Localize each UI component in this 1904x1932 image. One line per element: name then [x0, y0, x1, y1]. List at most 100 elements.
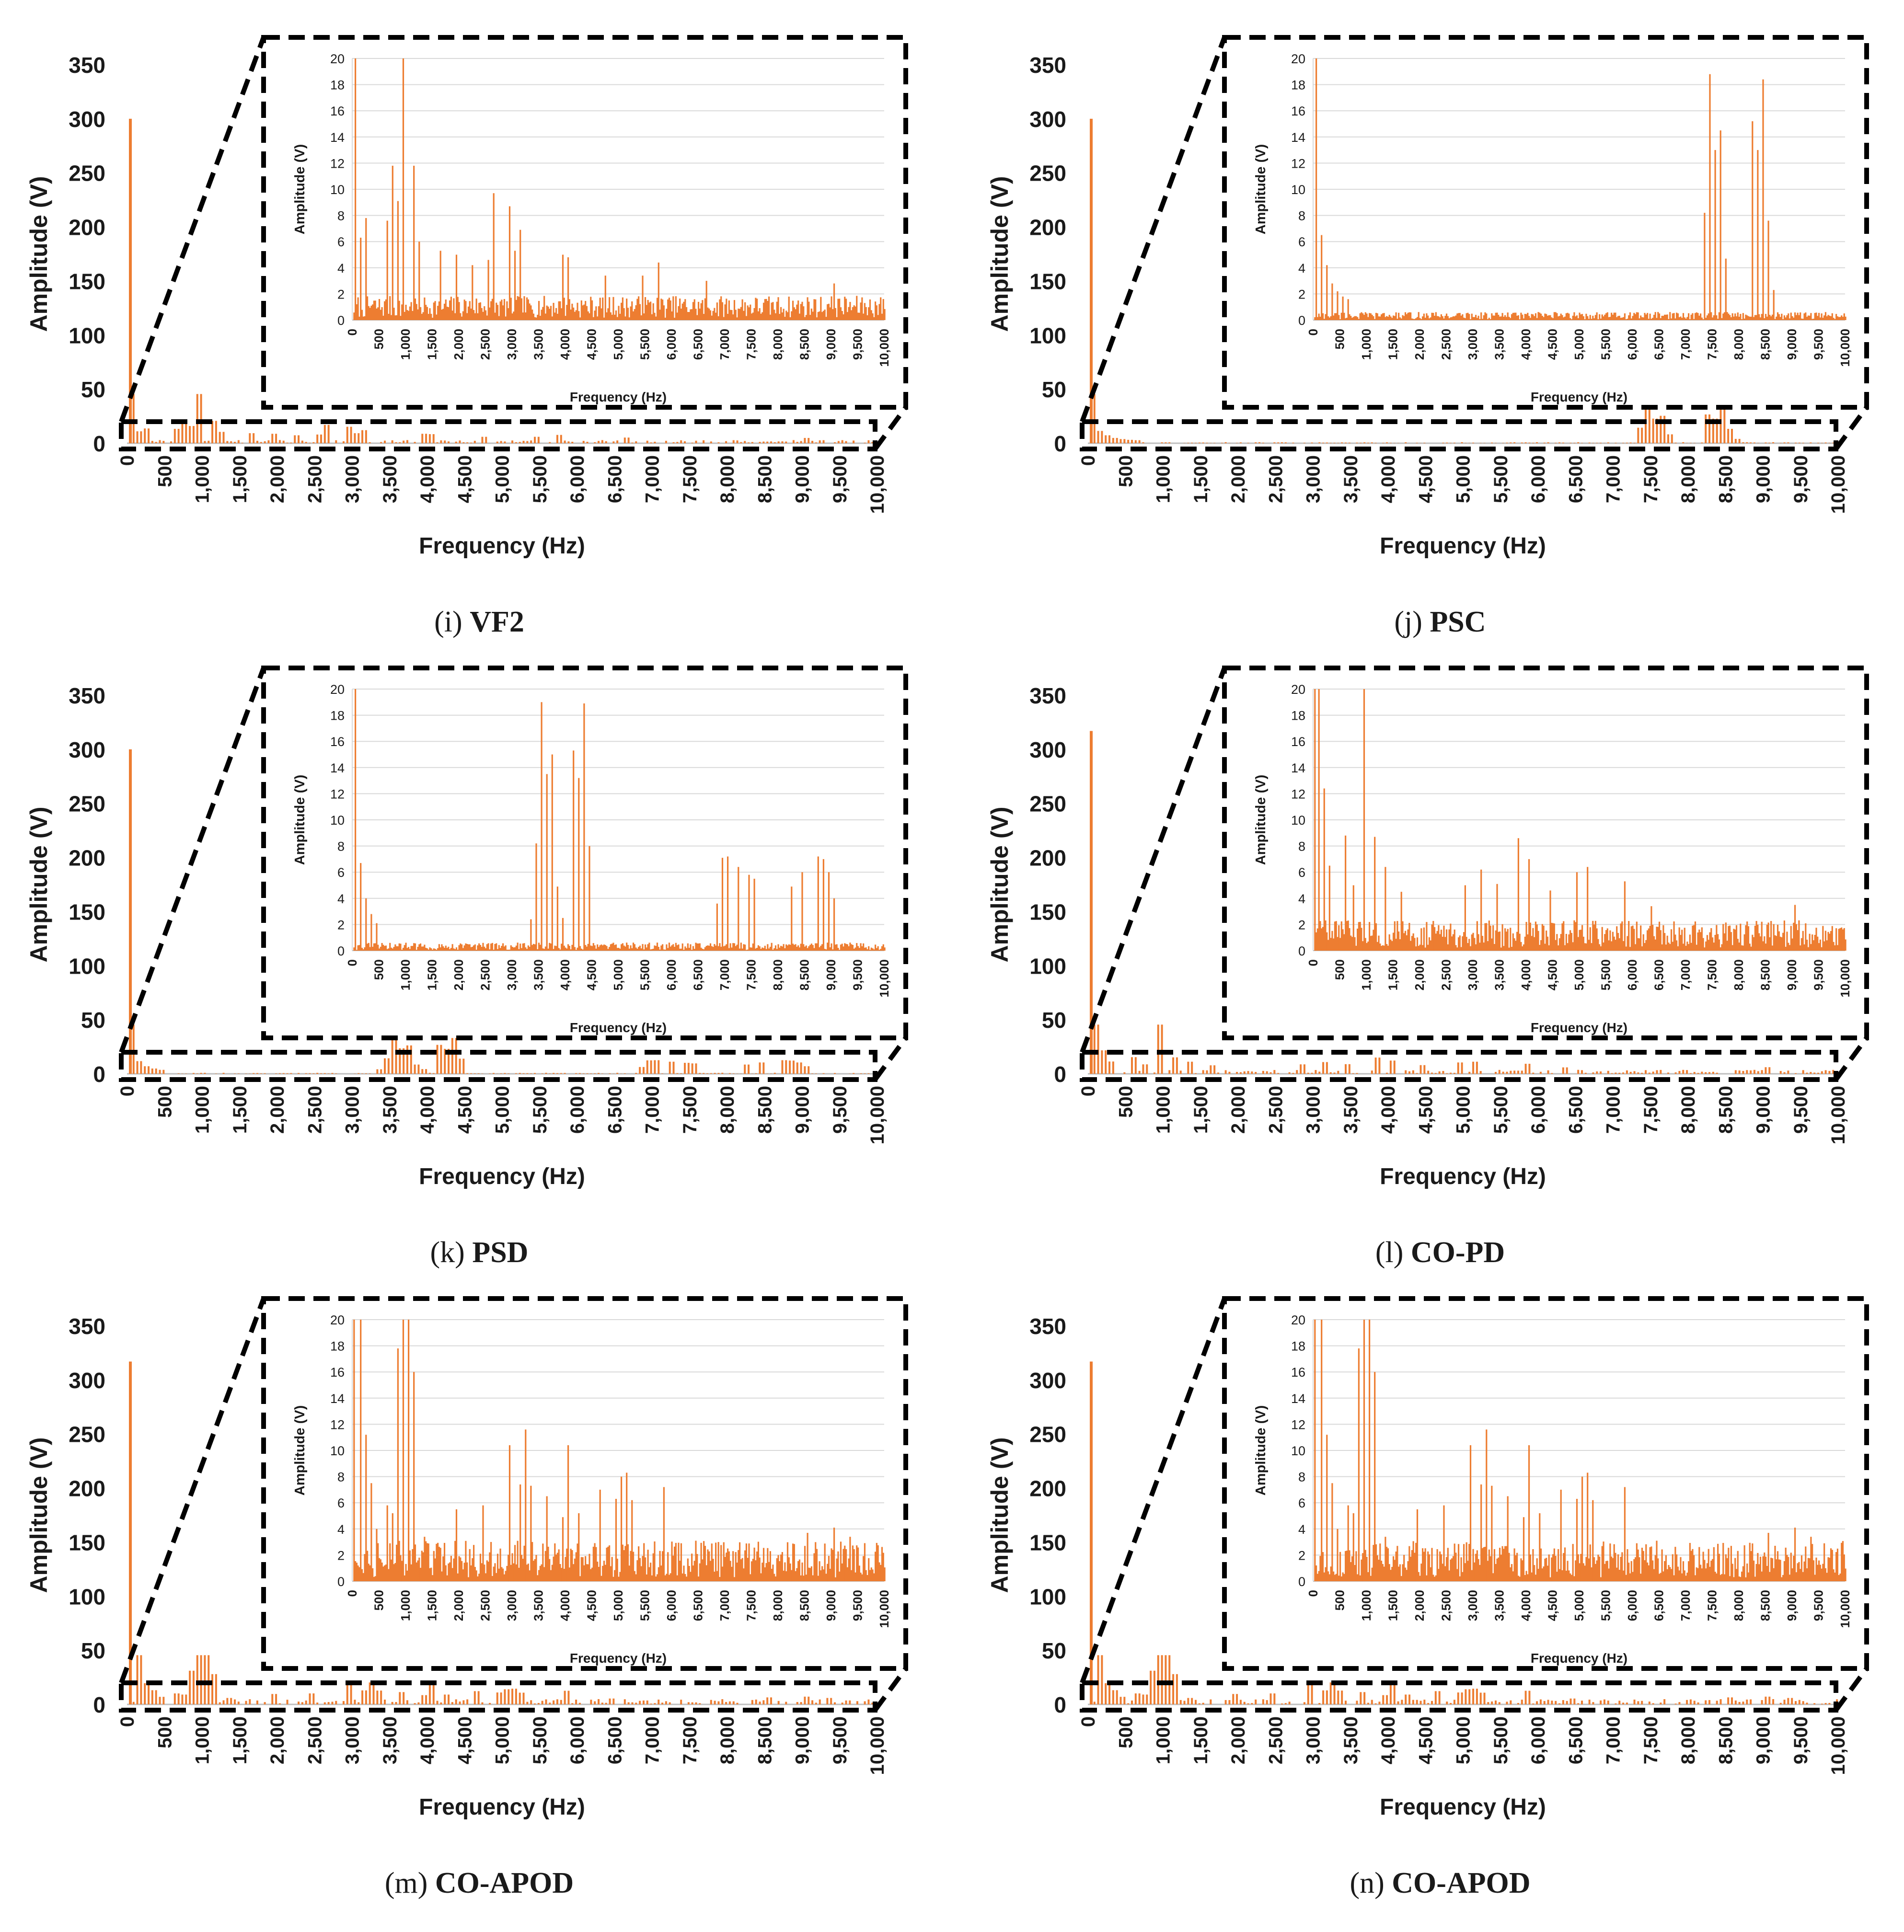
inset-bar [605, 1565, 606, 1581]
inset-bar [452, 1568, 453, 1581]
inset-bar [400, 943, 401, 951]
inset-bar [1330, 1566, 1332, 1581]
inset-bar [480, 1554, 481, 1581]
inset-bar [468, 307, 469, 320]
inset-bar [436, 950, 437, 951]
inset-y-tick-label: 8 [1298, 1470, 1305, 1484]
inset-bar [1414, 938, 1415, 951]
inset-bar [373, 1577, 375, 1581]
inset-y-axis-title: Amplitude (V) [292, 144, 308, 235]
main-x-tick-label: 10,000 [1828, 455, 1849, 514]
inset-bar [1563, 921, 1564, 951]
main-bar [358, 433, 359, 443]
inset-bar [1681, 1574, 1683, 1581]
inset-bar [820, 1570, 821, 1581]
inset-bar [1334, 921, 1336, 951]
inset-bar [804, 317, 806, 320]
inset-bar [1812, 1544, 1813, 1581]
main-bar [1592, 1702, 1594, 1704]
main-y-tick-label: 250 [1029, 792, 1066, 816]
main-x-tick-label: 7,000 [642, 1716, 663, 1764]
inset-bar [715, 313, 716, 320]
main-x-tick-label: 1,500 [1190, 1716, 1212, 1764]
inset-bar [546, 1496, 548, 1581]
inset-bar [847, 1567, 848, 1581]
inset-bar [1345, 1551, 1346, 1581]
main-bar [654, 1060, 656, 1074]
main-bar [748, 1065, 750, 1074]
inset-bar [576, 1552, 577, 1581]
inset-bar [1573, 1576, 1575, 1581]
inset-bar [379, 1558, 380, 1581]
main-bar [305, 1073, 307, 1074]
main-bar [1705, 414, 1707, 443]
inset-bar [618, 306, 619, 320]
inset-bar [808, 302, 809, 320]
inset-bar [1348, 299, 1349, 320]
main-bar [1255, 1700, 1257, 1704]
inset-bar [857, 946, 859, 951]
inset-bar [683, 950, 684, 951]
inset-bar [1591, 943, 1592, 951]
inset-bar [465, 943, 466, 951]
inset-bar [674, 1547, 675, 1581]
inset-bar [1441, 930, 1442, 951]
main-x-tick-label: 5,000 [492, 1086, 513, 1134]
inset-bar [751, 313, 752, 320]
inset-bar [1535, 313, 1536, 320]
main-y-tick-label: 0 [93, 1062, 105, 1087]
inset-bar [1833, 942, 1834, 951]
inset-bar [801, 1563, 803, 1581]
main-x-tick-label: 500 [1115, 1716, 1136, 1748]
inset-bar [487, 943, 489, 951]
main-bar [1435, 1073, 1437, 1074]
inset-bar [1639, 938, 1640, 951]
inset-bar [1572, 316, 1574, 320]
inset-bar [748, 307, 750, 320]
inset-bar [543, 949, 545, 951]
main-bar [133, 1702, 135, 1704]
inset-bar [643, 949, 645, 951]
inset-bar [1350, 936, 1351, 951]
main-bar [567, 1691, 569, 1704]
inset-bar [582, 950, 584, 951]
inset-bar [1719, 312, 1720, 320]
inset-bar [364, 1554, 365, 1581]
main-x-tick-label: 3,000 [342, 1716, 363, 1764]
inset-bar [1569, 318, 1571, 320]
inset-bar [670, 1573, 671, 1581]
inset-bar [731, 947, 732, 951]
inset-bar [391, 315, 392, 320]
inset-bar [1720, 1575, 1721, 1581]
inset-bar [1484, 1547, 1486, 1581]
inset-bar [1487, 941, 1489, 951]
main-bar [583, 441, 585, 443]
inset-bar [692, 946, 694, 951]
inset-bar [842, 1549, 844, 1581]
inset-bar [1744, 319, 1745, 320]
inset-bar [1484, 923, 1486, 951]
inset-bar [535, 843, 537, 951]
inset-bar [1314, 1320, 1315, 1581]
inset-bar [1379, 317, 1381, 320]
inset-bar [1373, 316, 1374, 320]
inset-bar [684, 946, 686, 951]
inset-bar [788, 297, 790, 320]
inset-bar [1688, 1561, 1689, 1581]
inset-bar [602, 945, 603, 951]
main-bar [365, 1073, 367, 1074]
inset-bar [659, 1551, 660, 1581]
inset-bar [415, 1544, 416, 1581]
inset-bar [830, 947, 831, 951]
inset-y-tick-label: 20 [330, 52, 345, 66]
inset-bar [840, 307, 842, 320]
inset-bar [523, 1546, 525, 1581]
inset-bar [553, 949, 554, 951]
main-bar [1521, 1070, 1523, 1074]
inset-bar [1346, 921, 1348, 951]
main-bar [151, 1069, 153, 1074]
inset-bar [1442, 316, 1443, 320]
inset-bar [1413, 933, 1414, 951]
inset-bar [513, 311, 514, 320]
